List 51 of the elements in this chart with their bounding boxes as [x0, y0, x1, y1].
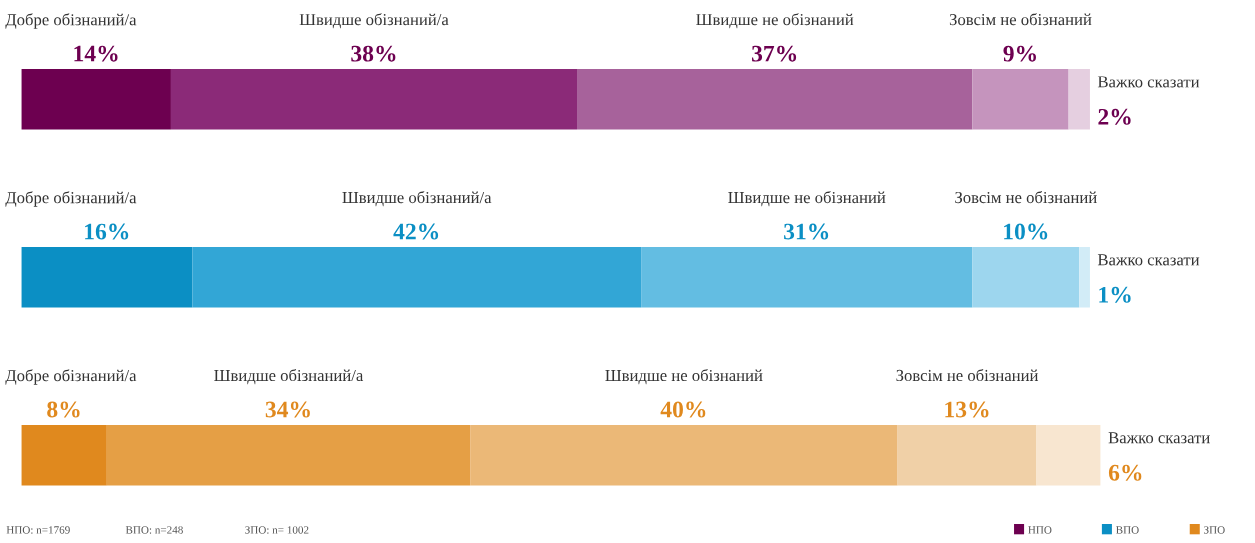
text: Добре обізнаний/а	[5, 369, 137, 385]
data-label: 13%	[945, 401, 989, 418]
bar	[192, 247, 642, 308]
data-label: 16%	[85, 223, 129, 240]
bar	[1036, 424, 1101, 486]
bar	[1079, 247, 1090, 308]
text: Зовсім не обізнаний	[896, 368, 1039, 382]
annotation: ЗПО: n= 1002	[245, 526, 309, 534]
annotation: НПО: n=1769	[6, 526, 70, 534]
data-label: 1%	[1099, 286, 1131, 303]
bar	[897, 424, 1037, 486]
text: Важко сказати	[1097, 254, 1200, 266]
data-label: 42%	[393, 223, 439, 240]
data-label: 38%	[351, 45, 396, 62]
data-label: 31%	[784, 223, 829, 240]
text: Добре обізнаний/а	[5, 191, 137, 207]
text: Зовсім не обізнаний	[949, 13, 1092, 26]
text: Швидше не обізнаний	[728, 191, 886, 207]
text: Швидше не обізнаний	[605, 368, 763, 385]
data-label: 40%	[660, 401, 706, 418]
bar	[21, 247, 193, 308]
data-label: 8%	[47, 401, 80, 418]
bar	[972, 69, 1069, 130]
bar	[170, 69, 578, 130]
bar	[641, 247, 973, 308]
text: Швидше обізнаний/а	[342, 191, 492, 207]
bar	[577, 69, 973, 130]
bar	[1068, 69, 1090, 130]
data-label: 10%	[1004, 223, 1048, 240]
bar	[21, 69, 171, 130]
text: ВПО	[1116, 526, 1139, 534]
bar	[972, 247, 1080, 308]
data-label: 14%	[74, 45, 118, 62]
text: Швидше обізнаний/а	[299, 13, 449, 29]
text: Важко сказати	[1097, 76, 1200, 88]
annotation: ВПО: n=248	[125, 526, 183, 534]
bar	[470, 424, 898, 486]
annotation: НПО	[1028, 526, 1052, 534]
bar	[21, 424, 107, 486]
series-label: Важко сказати	[1108, 432, 1210, 444]
data-label: 6%	[1108, 464, 1142, 481]
data-label: 34%	[265, 401, 310, 418]
text: Зовсім не обізнаний	[955, 191, 1097, 204]
text: Швидше обізнаний/а	[214, 368, 364, 385]
bar	[106, 424, 471, 486]
data-label: 9%	[1003, 45, 1036, 62]
text: Швидше не обізнаний	[696, 13, 854, 29]
data-label: 37%	[751, 45, 797, 62]
data-label: 2%	[1098, 108, 1131, 125]
text: Добре обізнаний/а	[5, 13, 137, 29]
text: ЗПО	[1204, 526, 1225, 534]
